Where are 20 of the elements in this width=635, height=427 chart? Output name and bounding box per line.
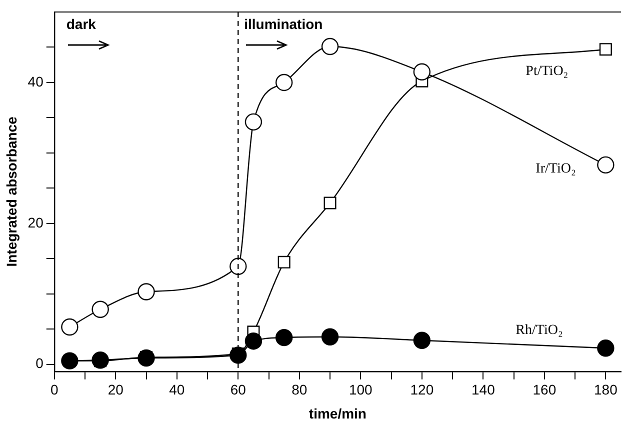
series-label: Ir/TiO₂	[536, 162, 576, 177]
annotation: dark	[66, 16, 96, 32]
y-tick-label: 20	[28, 214, 44, 230]
x-tick-label: 60	[230, 382, 246, 398]
x-tick-label: 20	[108, 382, 124, 398]
x-tick-label: 0	[50, 382, 58, 398]
series-label: Rh/TiO₂	[516, 322, 563, 338]
x-tick-label: 140	[471, 382, 496, 398]
x-tick-label: 100	[348, 382, 373, 398]
x-tick-label: 120	[410, 382, 434, 398]
annotation: illumination	[244, 16, 323, 32]
x-tick-label: 160	[532, 382, 556, 398]
x-axis-title: time/min	[308, 405, 366, 422]
y-tick-label: 0	[36, 355, 44, 372]
x-tick-label: 40	[169, 382, 185, 398]
x-tick-label: 180	[594, 382, 618, 398]
y-tick-label: 40	[28, 73, 44, 90]
x-tick-label: 80	[292, 382, 308, 398]
y-axis-title: Integrated absorbance	[3, 116, 20, 267]
series-label: Pt/TiO₂	[526, 64, 568, 80]
